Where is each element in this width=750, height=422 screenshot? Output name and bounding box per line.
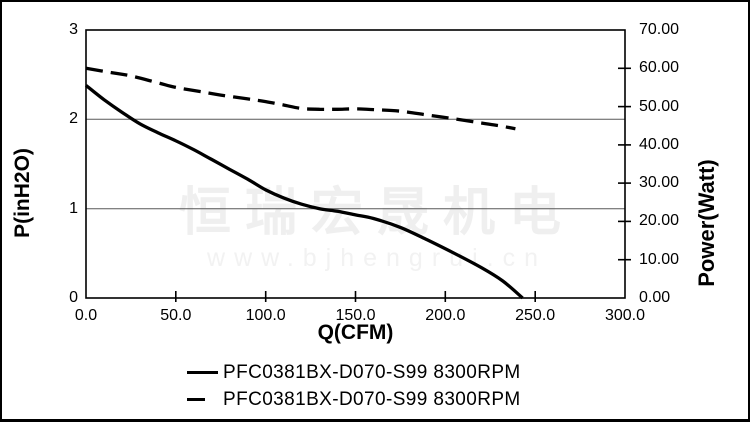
- y-left-tick-label: 2: [69, 110, 78, 128]
- y-right-tick-label: 0.00: [639, 289, 671, 306]
- y-axis-right-title: Power(Watt): [694, 159, 719, 287]
- y-right-tick-label: 30.00: [639, 174, 680, 192]
- y-right-tick-label: 70.00: [639, 21, 680, 38]
- chart-plot-svg: [84, 29, 631, 302]
- x-tick-label: 100.0: [245, 307, 286, 324]
- y-left-tick-label: 0: [69, 289, 78, 306]
- x-tick-label: 250.0: [515, 307, 556, 324]
- power-curve: [85, 66, 516, 131]
- legend-marker-box: [187, 371, 223, 374]
- y-right-tick-label: 20.00: [639, 212, 680, 230]
- plot-area: [84, 29, 631, 302]
- legend-item-pressure-curve: PFC0381BX-D070-S99 8300RPM: [187, 359, 521, 386]
- x-tick-label: 150.0: [335, 307, 376, 324]
- legend-label: PFC0381BX-D070-S99 8300RPM: [223, 388, 521, 410]
- legend-item-power-curve: PFC0381BX-D070-S99 8300RPM: [187, 386, 521, 413]
- dashed-line-marker-icon: [187, 398, 205, 401]
- y-right-tick-label: 40.00: [639, 135, 680, 153]
- legend-marker-box: [187, 398, 223, 401]
- x-tick-label: 0.0: [74, 307, 98, 324]
- y-axis-left-title: P(inH2O): [11, 148, 34, 238]
- y-left-tick-label: 3: [69, 21, 78, 38]
- x-axis-title: Q(CFM): [317, 321, 394, 344]
- y-left-tick-label: 1: [69, 199, 78, 217]
- solid-line-marker-icon: [187, 371, 218, 374]
- y-right-tick-label: 50.00: [639, 97, 680, 115]
- pressure-curve: [84, 84, 524, 300]
- watermark-company-name: 恒瑞宏晟机电: [178, 184, 575, 242]
- plot-border: [85, 29, 626, 299]
- y-right-tick-label: 60.00: [639, 59, 680, 77]
- chart-legend: PFC0381BX-D070-S99 8300RPM PFC0381BX-D07…: [187, 359, 521, 413]
- x-tick-label: 200.0: [425, 307, 466, 324]
- legend-label: PFC0381BX-D070-S99 8300RPM: [223, 361, 521, 383]
- x-tick-label: 50.0: [160, 307, 192, 324]
- y-right-tick-label: 10.00: [639, 250, 680, 268]
- x-tick-label: 300.0: [604, 307, 646, 324]
